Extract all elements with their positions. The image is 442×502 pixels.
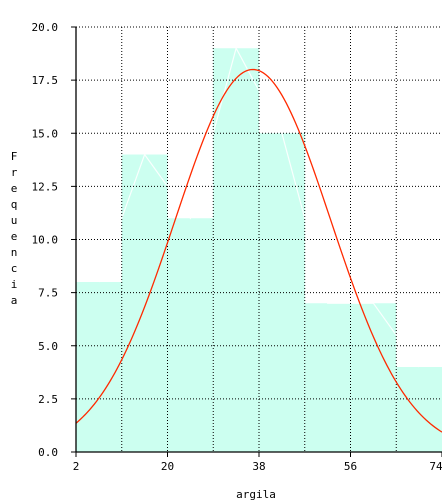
normal-curve [75,68,442,433]
histogram-bar-7 [350,303,397,452]
histogram-bar-5 [259,133,305,452]
y-tick-label-2: 5.0 [38,340,58,353]
histogram-bar-4 [213,48,259,452]
y-axis-ticks: 0.0 2.5 5.0 7.5 10.0 12.5 15.0 17.5 20.0 [32,21,76,459]
x-tick-label-2: 38 [252,460,265,473]
histogram-bars [76,48,442,452]
x-axis-ticks: 2 20 38 56 74 [73,452,442,473]
y-tick-label-7: 17.5 [32,74,59,87]
y-tick-label-6: 15.0 [32,127,59,140]
histogram-bar-6 [304,303,351,452]
x-tick-label-0: 2 [73,460,80,473]
x-axis-title: argila [236,488,276,501]
histogram-bar-2 [121,154,168,452]
y-tick-label-3: 7.5 [38,287,58,300]
normal-curve-layer [75,68,442,433]
y-tick-label-8: 20.0 [32,21,59,34]
x-tick-label-4: 74 [429,460,442,473]
y-tick-label-1: 2.5 [38,393,58,406]
y-tick-label-0: 0.0 [38,446,58,459]
y-tick-label-4: 10.0 [32,234,59,247]
x-tick-label-3: 56 [344,460,357,473]
histogram-bar-1 [76,282,122,452]
y-tick-label-5: 12.5 [32,180,59,193]
histogram-bar-3 [167,218,214,452]
grid-lines [76,27,442,452]
x-tick-label-1: 20 [161,460,174,473]
histogram-bar-8 [396,367,442,452]
